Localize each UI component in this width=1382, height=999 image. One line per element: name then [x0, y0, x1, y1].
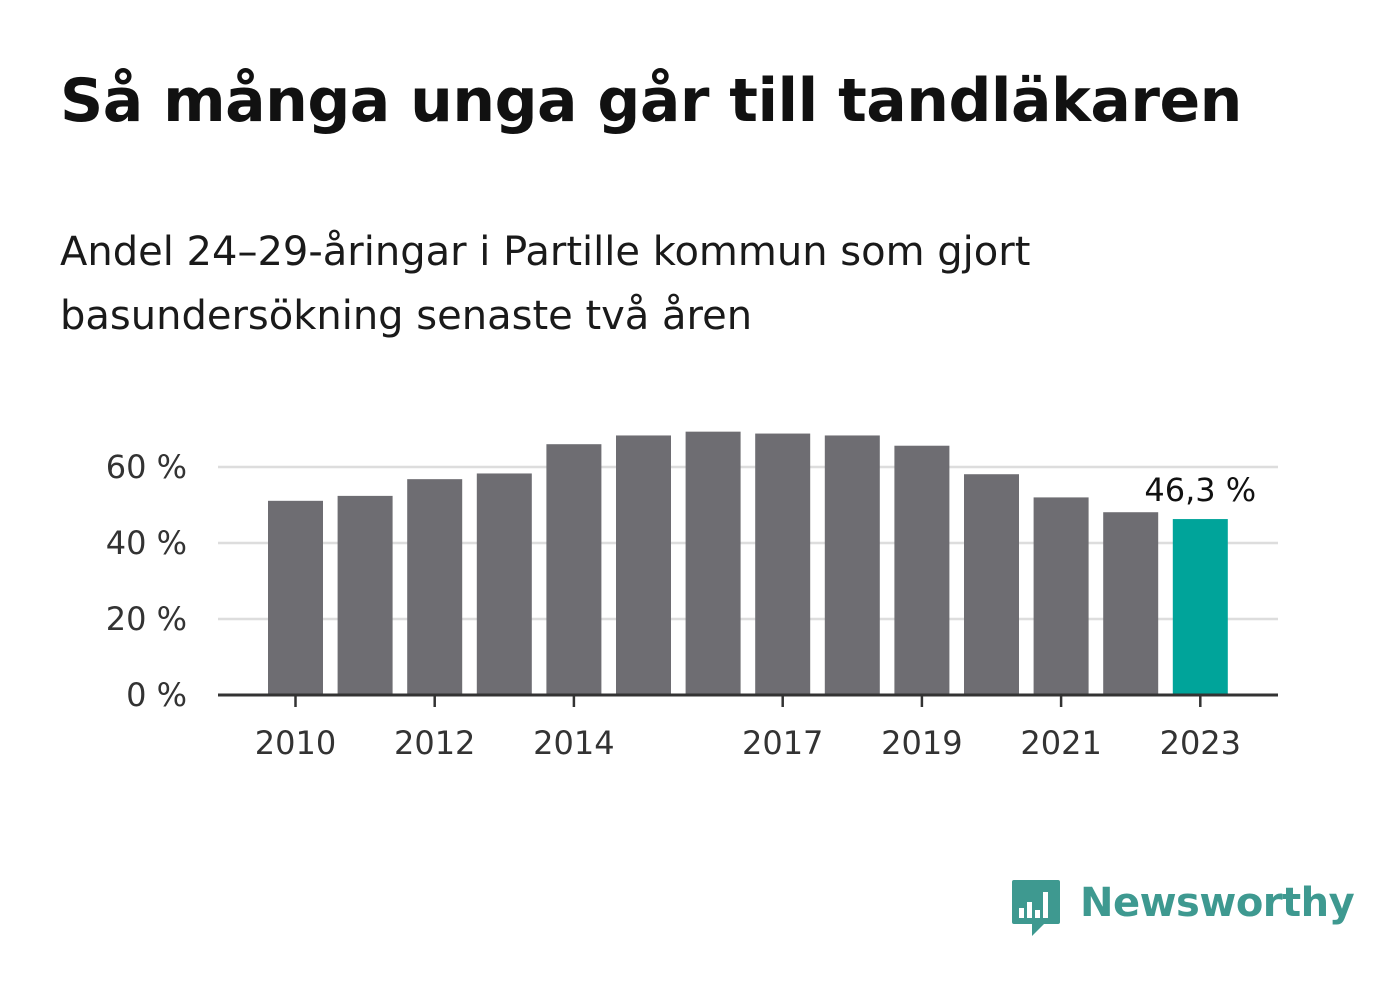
y-tick-label: 20 % [106, 600, 187, 638]
bar-2019 [894, 445, 950, 695]
x-tick-label: 2019 [881, 724, 962, 762]
bar-2010 [268, 500, 323, 695]
chart-title: Så många unga går till tandläkaren [60, 66, 1242, 136]
bar-2016 [685, 431, 741, 695]
x-axis: 2010 2012 2014 2017 2019 2021 2023 [218, 693, 1278, 762]
x-tick-label: 2012 [394, 724, 475, 762]
y-tick-label: 0 % [126, 676, 187, 714]
bar-2018 [824, 435, 880, 695]
bar-2011 [337, 495, 393, 695]
bar-2022 [1103, 512, 1159, 695]
bars [268, 431, 1228, 695]
bar-2023 [1172, 519, 1228, 695]
y-tick-label: 60 % [106, 448, 187, 486]
gridlines [218, 465, 1278, 621]
y-axis-ticks: 0 % 20 % 40 % 60 % [106, 448, 187, 714]
logo-text: Newsworthy [1080, 880, 1355, 926]
chart-subtitle: Andel 24–29-åringar i Partille kommun so… [60, 229, 1031, 339]
bar-2015 [616, 435, 671, 695]
bar-2013 [476, 473, 532, 695]
bar-2017 [755, 433, 811, 695]
data-labels: 46,3 % [1144, 471, 1256, 509]
x-tick-label: 2023 [1160, 724, 1241, 762]
y-tick-label: 40 % [106, 524, 187, 562]
x-tick-label: 2021 [1020, 724, 1101, 762]
bar-2014 [546, 444, 602, 695]
data-label-2023: 46,3 % [1144, 471, 1256, 509]
bar-2020 [964, 474, 1019, 695]
x-tick-label: 2014 [533, 724, 614, 762]
newsworthy-logo: Newsworthy [1010, 878, 1355, 942]
bar-2012 [407, 479, 463, 695]
bar-2021 [1033, 497, 1089, 695]
x-tick-label: 2010 [255, 724, 336, 762]
newsworthy-icon [1012, 880, 1060, 936]
x-tick-label: 2017 [742, 724, 823, 762]
